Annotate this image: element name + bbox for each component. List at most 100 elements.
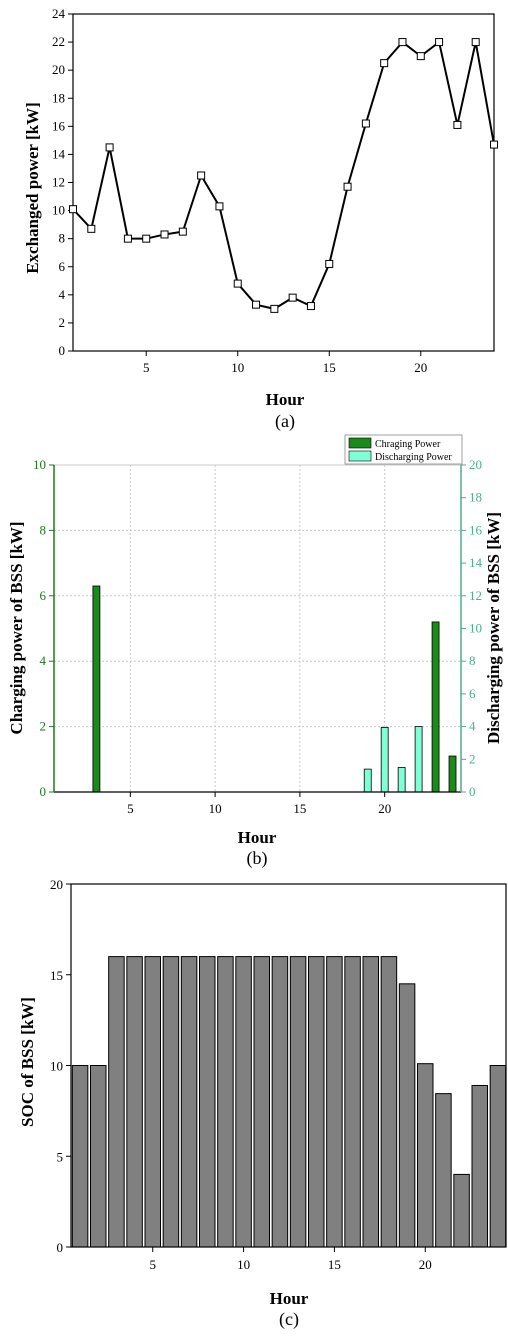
panel-b-xtick-label: 15 xyxy=(293,801,306,816)
panel-b-bar-charging xyxy=(431,621,440,793)
panel-c-bar xyxy=(417,1063,434,1248)
panel-a-xtick-label: 15 xyxy=(323,360,336,375)
panel-a-ytick-label: 20 xyxy=(52,62,65,77)
panel-a-xlabel: Hour xyxy=(266,390,305,409)
panel-a-ytick-label: 16 xyxy=(52,118,66,133)
panel-c-bar xyxy=(199,956,216,1248)
panel-a-ytick-label: 10 xyxy=(52,203,65,218)
panel-c-ylabel: SOC of BSS [kW] xyxy=(18,997,37,1127)
panel-c-xtick-label: 5 xyxy=(150,1257,157,1272)
panel-c-bar xyxy=(90,1065,107,1248)
panel-b-legend-label: Chraging Power xyxy=(375,439,441,450)
panel-b-left-tick-label: 4 xyxy=(40,653,47,668)
panel-a-data-point xyxy=(343,182,352,191)
panel-c-bar xyxy=(435,1093,452,1248)
panel-b-legend: Chraging Power Discharging Power xyxy=(344,434,463,465)
panel-b-right-tick-label: 18 xyxy=(469,490,482,505)
panel-a-data-point xyxy=(197,171,206,180)
panel-a-data-point xyxy=(416,52,425,61)
panel-b-right-tick-label: 8 xyxy=(469,653,476,668)
panel-c-bar xyxy=(289,956,307,1248)
panel-b-bar-discharging xyxy=(414,726,423,793)
panel-c-xtick-label: 15 xyxy=(328,1257,341,1272)
panel-a-data-point xyxy=(160,230,169,239)
panel-a-xtick-label: 20 xyxy=(414,360,427,375)
panel-c-bar xyxy=(398,983,416,1248)
panel-a-ylabel: Exchanged power [kW] xyxy=(23,102,42,274)
panel-b-right-tick-label: 12 xyxy=(469,588,482,603)
panel-a-data-point xyxy=(398,38,407,47)
panel-a-ytick-label: 24 xyxy=(52,6,66,21)
panel-b-right-tick-label: 6 xyxy=(469,686,476,701)
panel-a-data-point xyxy=(87,224,96,233)
panel-a-ytick-label: 18 xyxy=(52,90,65,105)
panel-a-ytick-label: 4 xyxy=(59,287,66,302)
panel-a-data-point xyxy=(490,140,498,149)
panel-c-ytick-label: 0 xyxy=(57,1240,64,1255)
panel-a-xtick-label: 10 xyxy=(231,360,244,375)
panel-a-data-point xyxy=(435,38,444,47)
panel-b-legend-swatch xyxy=(348,437,372,449)
panel-a-data-point xyxy=(288,293,297,302)
panel-b-bar-discharging xyxy=(363,768,372,793)
panel-a-data-point xyxy=(69,205,77,214)
panel-b-xtick-label: 5 xyxy=(127,801,134,816)
panel-b-bar-discharging xyxy=(397,767,406,793)
panel-a-ytick-label: 6 xyxy=(59,259,66,274)
panel-b-xlabel: Hour xyxy=(238,828,277,847)
panel-b-legend-swatch xyxy=(348,450,372,462)
panel-a-ytick-label: 8 xyxy=(59,231,66,246)
panel-a-xtick-label: 5 xyxy=(143,360,150,375)
panel-b-left-tick-label: 10 xyxy=(33,457,46,472)
panel-a-data-point xyxy=(471,38,480,47)
panel-c-bar xyxy=(235,956,252,1248)
panel-c-bar xyxy=(126,956,143,1248)
panel-a-data-point xyxy=(233,279,242,288)
panel-a-data-point xyxy=(215,202,224,211)
panel-c-bar xyxy=(271,956,289,1248)
panel-b-xtick-label: 20 xyxy=(378,801,391,816)
panel-c-bar xyxy=(217,956,234,1248)
panel-a-plot-frame xyxy=(72,13,495,352)
panel-c-xtick-label: 20 xyxy=(419,1257,432,1272)
panel-a-data-point xyxy=(325,259,334,268)
panel-b-bar-charging xyxy=(92,585,101,793)
panel-a-ytick-label: 14 xyxy=(52,146,66,161)
panel-a-data-point xyxy=(380,59,389,68)
panel-c-bar xyxy=(471,1084,488,1248)
panel-b-left-tick-label: 0 xyxy=(40,784,47,799)
panel-c-ytick-label: 15 xyxy=(50,968,63,983)
panel-c-bar xyxy=(162,956,180,1248)
panel-a-data-point xyxy=(453,120,462,129)
panel-c-bar xyxy=(308,956,325,1248)
panel-b-right-tick-label: 4 xyxy=(469,719,476,734)
panel-c-bar xyxy=(71,1065,89,1248)
panel-a-caption: (a) xyxy=(275,411,295,432)
panel-a-exchanged-power: Exchanged power [kW] Hour (a) 0 24 6 8 10 12 1… xyxy=(23,6,498,432)
panel-b-bar-charging xyxy=(448,755,457,793)
panel-b-bar-discharging xyxy=(380,727,389,793)
panel-b-xtick-label: 10 xyxy=(209,801,222,816)
panel-a-ytick-label: 0 xyxy=(59,343,66,358)
panel-b-left-tick-label: 2 xyxy=(40,719,47,734)
panel-c-bar xyxy=(489,1065,507,1248)
panel-a-data-point xyxy=(361,119,370,128)
panel-a-data-point xyxy=(252,300,261,309)
panel-a-ytick-label: 12 xyxy=(52,175,65,190)
panel-c-ytick-label: 5 xyxy=(57,1149,64,1164)
panel-b-legend-label: Discharging Power xyxy=(375,452,452,463)
panel-c-bar xyxy=(253,956,270,1248)
panel-b-right-tick-label: 14 xyxy=(469,555,483,570)
panel-c-soc: SOC of BSS [kW] Hour (c) 0 5 10 15 20 5 10 15 20 xyxy=(18,877,507,1330)
panel-b-bss-power: Charging power of BSS [kW] Discharging p… xyxy=(7,434,503,869)
panel-c-xlabel: Hour xyxy=(270,1289,309,1308)
panel-c-bar xyxy=(180,956,198,1248)
panel-c-caption: (c) xyxy=(279,1309,299,1330)
panel-a-data-point xyxy=(123,234,132,243)
panel-c-ytick-label: 10 xyxy=(50,1059,63,1074)
panel-c-bar xyxy=(380,956,398,1248)
panel-b-left-tick-label: 6 xyxy=(40,588,47,603)
panel-b-right-tick-label: 0 xyxy=(469,784,476,799)
panel-b-right-tick-label: 10 xyxy=(469,621,482,636)
